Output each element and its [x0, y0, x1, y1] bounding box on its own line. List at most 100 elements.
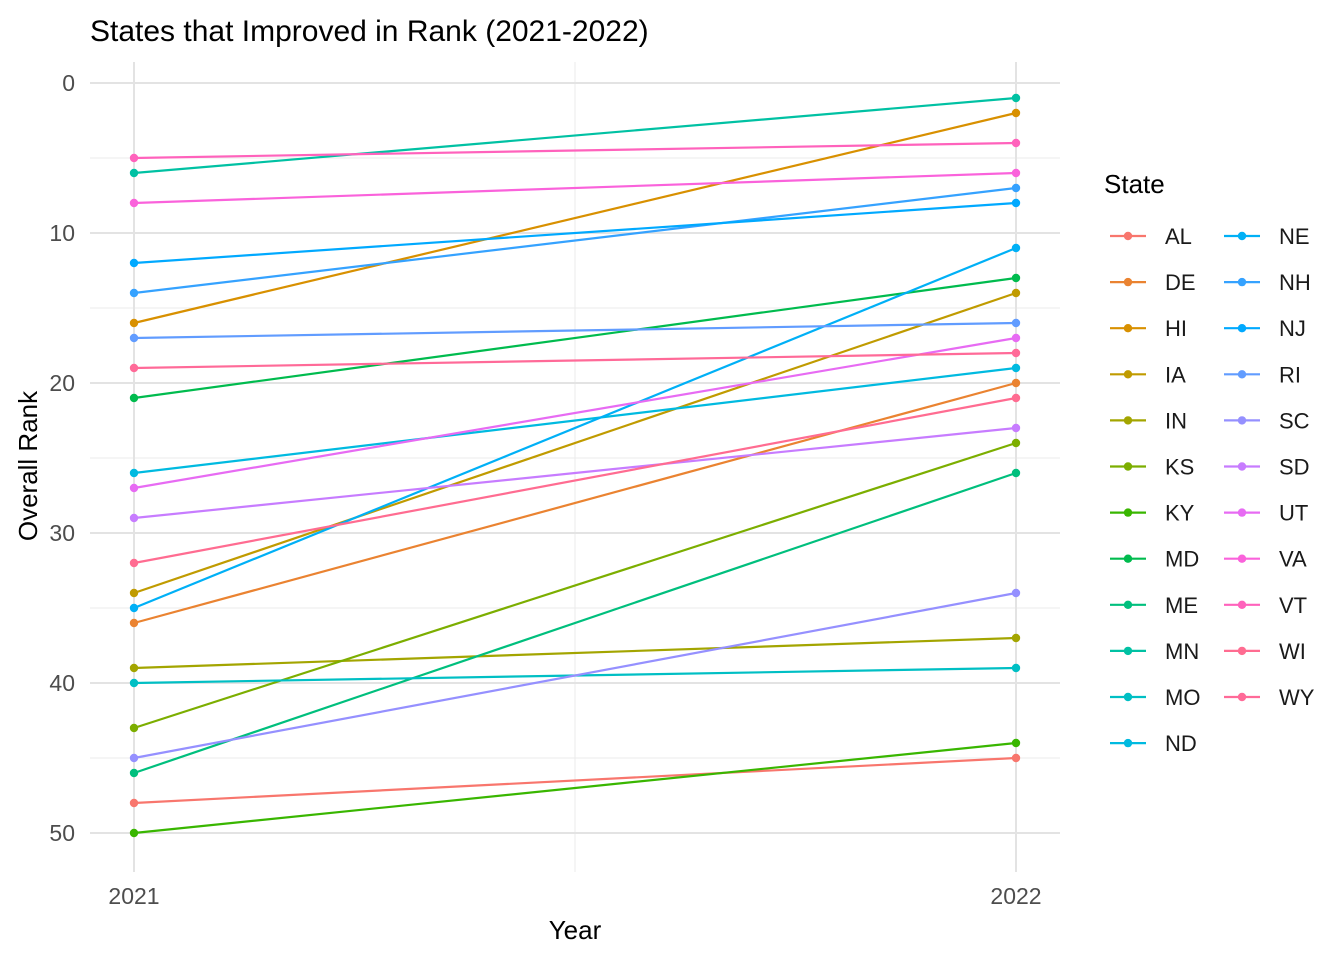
- series-line-wi: [133, 396, 1017, 565]
- series-line-in: [133, 636, 1017, 670]
- data-point-sc: [1011, 588, 1021, 598]
- y-tick-label: 20: [49, 370, 75, 396]
- data-point-de: [129, 618, 139, 628]
- data-point-de: [1011, 378, 1021, 388]
- data-point-me: [129, 768, 139, 778]
- legend-item-sc: SC: [1224, 408, 1310, 433]
- legend-key-point: [1237, 277, 1247, 287]
- legend-key-point: [1237, 554, 1247, 563]
- legend-label: MD: [1165, 547, 1199, 572]
- legend-key-point: [1237, 600, 1247, 609]
- legend-key-point: [1123, 738, 1133, 748]
- series-line-me: [133, 471, 1017, 775]
- legend-label: KS: [1165, 455, 1194, 480]
- data-point-ks: [129, 723, 139, 733]
- data-point-in: [1011, 633, 1021, 643]
- series-line-nh: [133, 186, 1017, 295]
- series-line-ne: [133, 246, 1017, 610]
- legend-key-point: [1123, 277, 1133, 287]
- legend-item-ia: IA: [1110, 362, 1186, 387]
- legend-label: VT: [1279, 593, 1307, 618]
- data-point-al: [129, 798, 139, 808]
- data-point-nj: [1011, 198, 1021, 208]
- data-point-me: [1011, 468, 1021, 478]
- data-point-mn: [1011, 93, 1021, 103]
- data-point-mo: [129, 678, 139, 688]
- data-point-nj: [129, 258, 139, 268]
- legend: State AL DE HI IA IN KS KY MD ME MN MO ND NE NH NJ RI SC…: [1104, 169, 1315, 756]
- data-point-nh: [1011, 183, 1021, 193]
- legend-label: SD: [1279, 455, 1310, 480]
- legend-key-point: [1123, 231, 1133, 241]
- y-tick-label: 50: [49, 820, 75, 846]
- legend-key-point: [1237, 692, 1247, 702]
- legend-key-point: [1123, 692, 1133, 702]
- legend-label: IN: [1165, 408, 1187, 433]
- legend-item-me: ME: [1110, 593, 1198, 618]
- data-point-mo: [1011, 663, 1021, 673]
- data-point-hi: [1011, 108, 1021, 118]
- data-point-wy: [129, 363, 139, 373]
- series-line-nd: [133, 366, 1017, 475]
- data-point-in: [129, 663, 139, 673]
- legend-key-point: [1123, 370, 1133, 379]
- data-point-nd: [1011, 363, 1021, 373]
- plot-grid: [90, 62, 1060, 872]
- series-line-al: [133, 756, 1017, 805]
- data-point-nh: [129, 288, 139, 298]
- legend-label: ND: [1165, 731, 1197, 756]
- legend-item-mo: MO: [1110, 685, 1200, 710]
- legend-key-point: [1237, 324, 1247, 333]
- chart-title: States that Improved in Rank (2021-2022): [90, 15, 649, 48]
- data-point-ri: [129, 333, 139, 343]
- series-points: [129, 93, 1021, 838]
- legend-item-vt: VT: [1224, 593, 1307, 618]
- legend-item-md: MD: [1110, 547, 1199, 572]
- data-point-ut: [1011, 333, 1021, 343]
- legend-key-point: [1237, 416, 1247, 425]
- legend-label: VA: [1279, 547, 1307, 572]
- data-point-va: [129, 198, 139, 208]
- series-line-va: [133, 171, 1017, 205]
- legend-item-wi: WI: [1224, 639, 1306, 664]
- legend-key-point: [1123, 646, 1133, 656]
- data-point-ri: [1011, 318, 1021, 328]
- data-point-ky: [129, 828, 139, 838]
- legend-label: MO: [1165, 685, 1200, 710]
- legend-item-nh: NH: [1224, 270, 1311, 295]
- legend-key-point: [1123, 416, 1133, 425]
- legend-item-sd: SD: [1224, 455, 1310, 480]
- series-line-sd: [133, 426, 1017, 520]
- legend-label: NJ: [1279, 316, 1306, 341]
- legend-key-point: [1123, 324, 1133, 333]
- data-point-vt: [129, 153, 139, 163]
- data-point-sd: [129, 513, 139, 523]
- series-line-mn: [133, 96, 1017, 175]
- x-axis-title: Year: [549, 915, 602, 945]
- legend-key-point: [1123, 600, 1133, 609]
- legend-label: SC: [1279, 408, 1310, 433]
- series-line-ia: [133, 291, 1017, 595]
- legend-label: ME: [1165, 593, 1198, 618]
- x-tick-label: 2022: [990, 883, 1041, 909]
- legend-label: DE: [1165, 270, 1196, 295]
- legend-item-hi: HI: [1110, 316, 1187, 341]
- series-line-de: [133, 381, 1017, 625]
- x-tick-label: 2021: [108, 883, 159, 909]
- legend-key-point: [1123, 462, 1133, 471]
- y-tick-label: 40: [49, 670, 75, 696]
- legend-item-ne: NE: [1224, 224, 1310, 249]
- legend-label: WY: [1279, 685, 1315, 710]
- data-point-va: [1011, 168, 1021, 178]
- y-tick-label: 10: [49, 220, 75, 246]
- data-point-ia: [129, 588, 139, 598]
- data-point-ky: [1011, 738, 1021, 748]
- data-point-ia: [1011, 288, 1021, 298]
- legend-item-de: DE: [1110, 270, 1196, 295]
- legend-label: WI: [1279, 639, 1306, 664]
- series-line-ky: [133, 741, 1017, 835]
- data-point-wi: [129, 558, 139, 568]
- data-point-wi: [1011, 393, 1021, 403]
- legend-label: HI: [1165, 316, 1187, 341]
- legend-label: NE: [1279, 224, 1310, 249]
